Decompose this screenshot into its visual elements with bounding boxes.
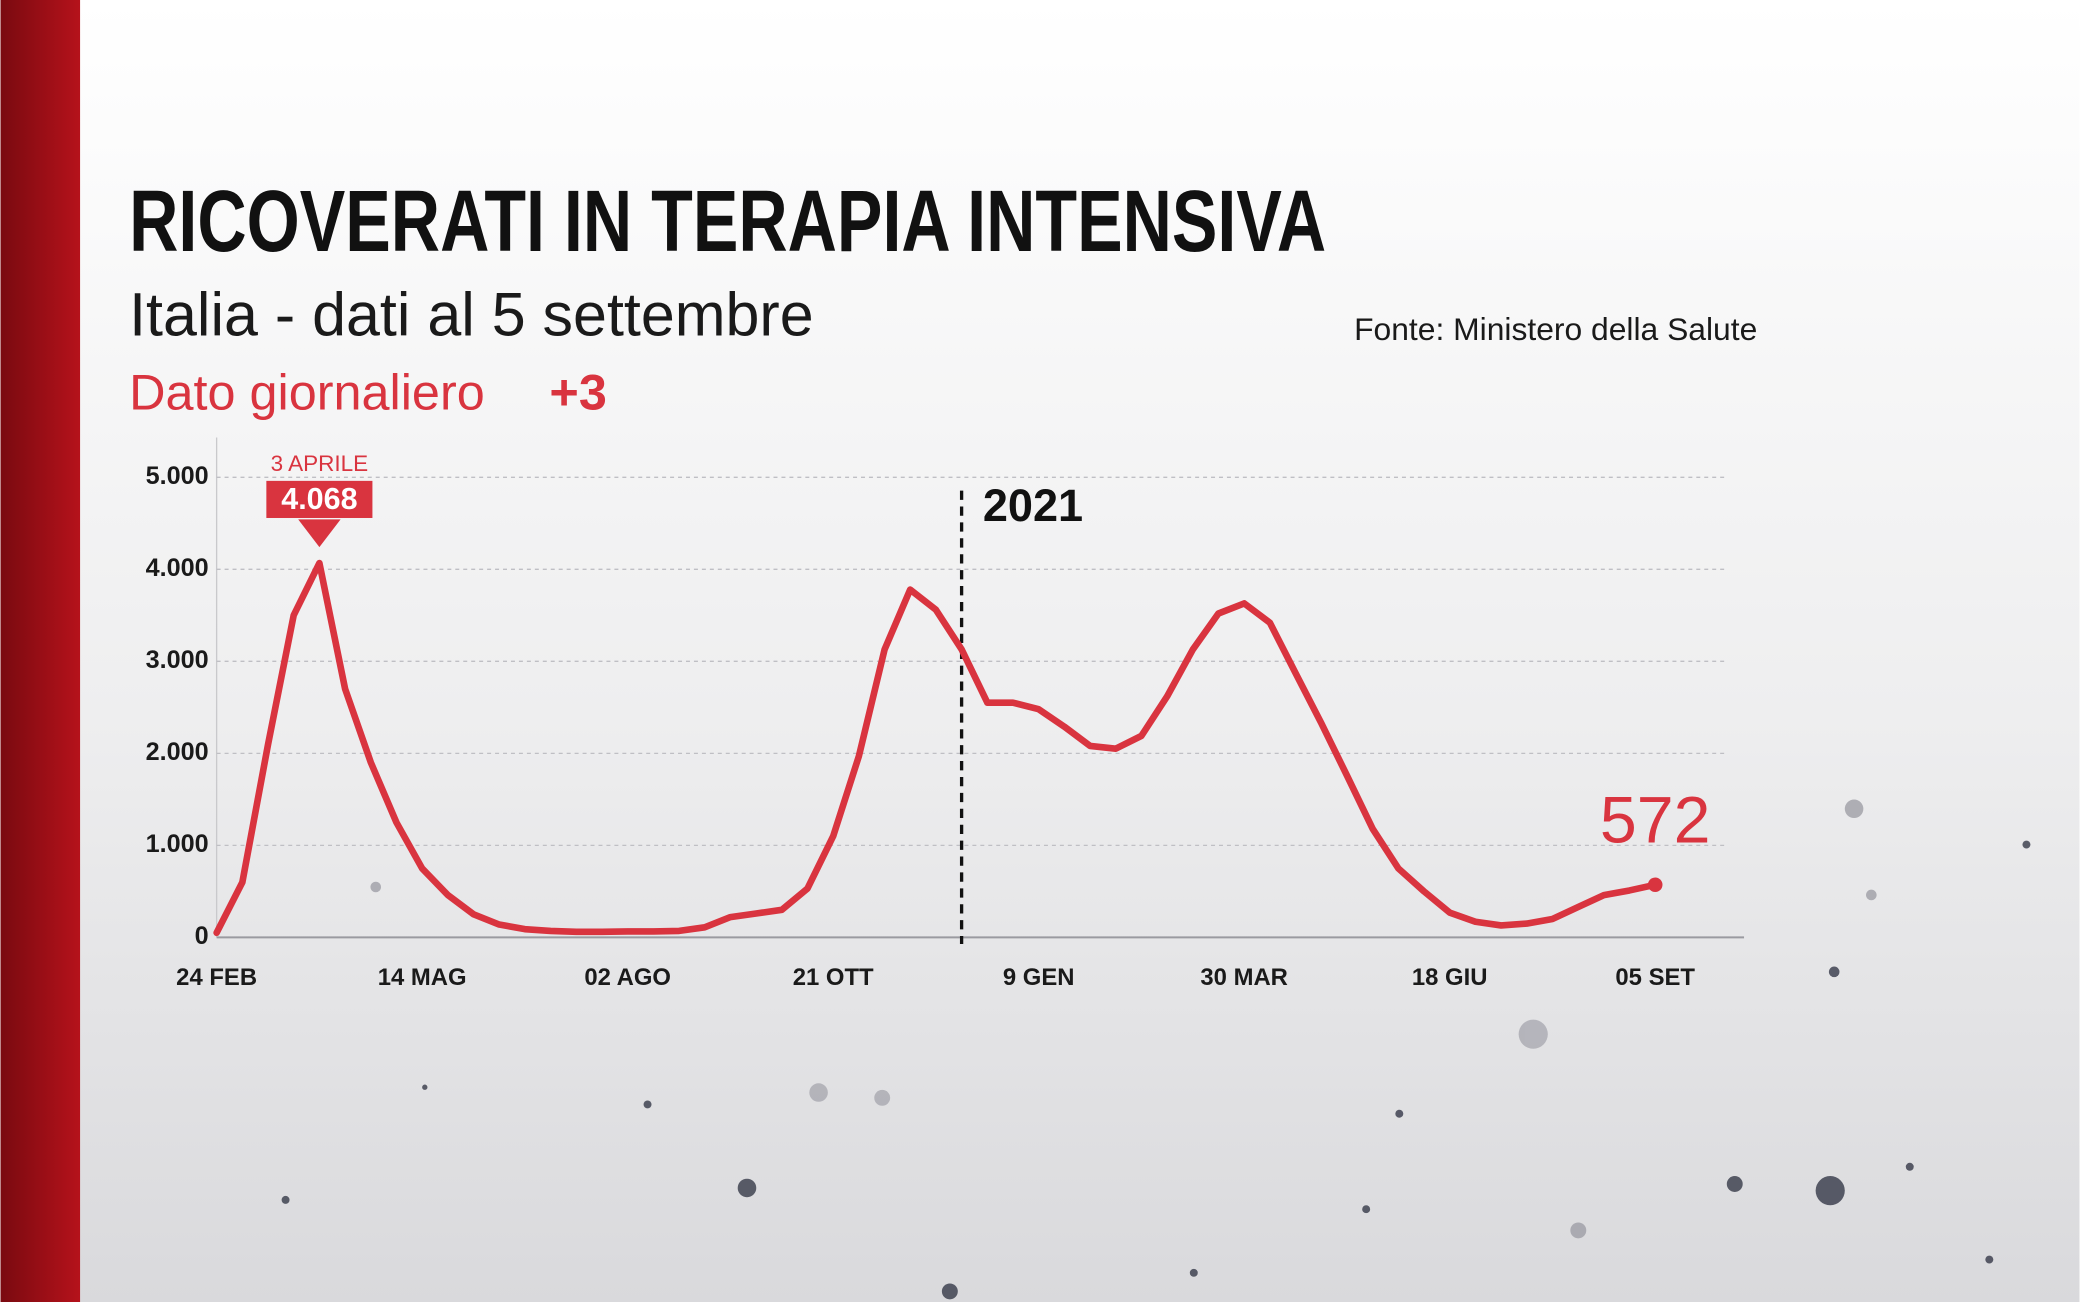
side-band [0,0,81,1302]
x-tick-label: 18 GIU [1412,964,1488,991]
y-tick-label: 2.000 [146,738,209,766]
daily-label: Dato giornaliero [129,364,485,421]
x-tick-label: 14 MAG [378,964,467,991]
plot-area: 0 1.000 2.000 3.000 4.000 5.000 24 FEB 14 MAG 02… [146,437,1745,991]
y-tick-label: 0 [195,922,209,950]
peak-box [266,480,373,518]
peak-value-label: 4.068 [281,482,357,516]
subtitle: Italia - dati al 5 settembre [129,281,814,349]
peak-date-label: 3 APRILE [271,451,369,476]
x-tick-label: 21 OTT [793,964,874,991]
peak-marker [298,519,341,548]
chart-title: RICOVERATI IN TERAPIA INTENSIVA [129,172,1326,270]
y-tick-label: 3.000 [146,646,209,674]
end-point [1647,877,1663,893]
y-tick-label: 4.000 [146,554,209,582]
x-tick-label: 02 AGO [584,964,671,991]
decor-dots [281,799,2031,1300]
year-label: 2021 [983,480,1083,531]
x-tick-label: 30 MAR [1200,964,1288,991]
end-value-label: 572 [1600,784,1711,858]
x-tick-label: 9 GEN [1003,964,1075,991]
data-line [213,559,1659,937]
y-tick-label: 5.000 [146,462,209,490]
y-tick-label: 1.000 [146,830,209,858]
x-tick-label: 05 SET [1615,964,1695,991]
source: Fonte: Ministero della Salute [1354,311,1757,347]
x-tick-label: 24 FEB [176,964,257,991]
daily-change: +3 [549,364,606,421]
title-group: RICOVERATI IN TERAPIA INTENSIVA [129,172,1326,270]
